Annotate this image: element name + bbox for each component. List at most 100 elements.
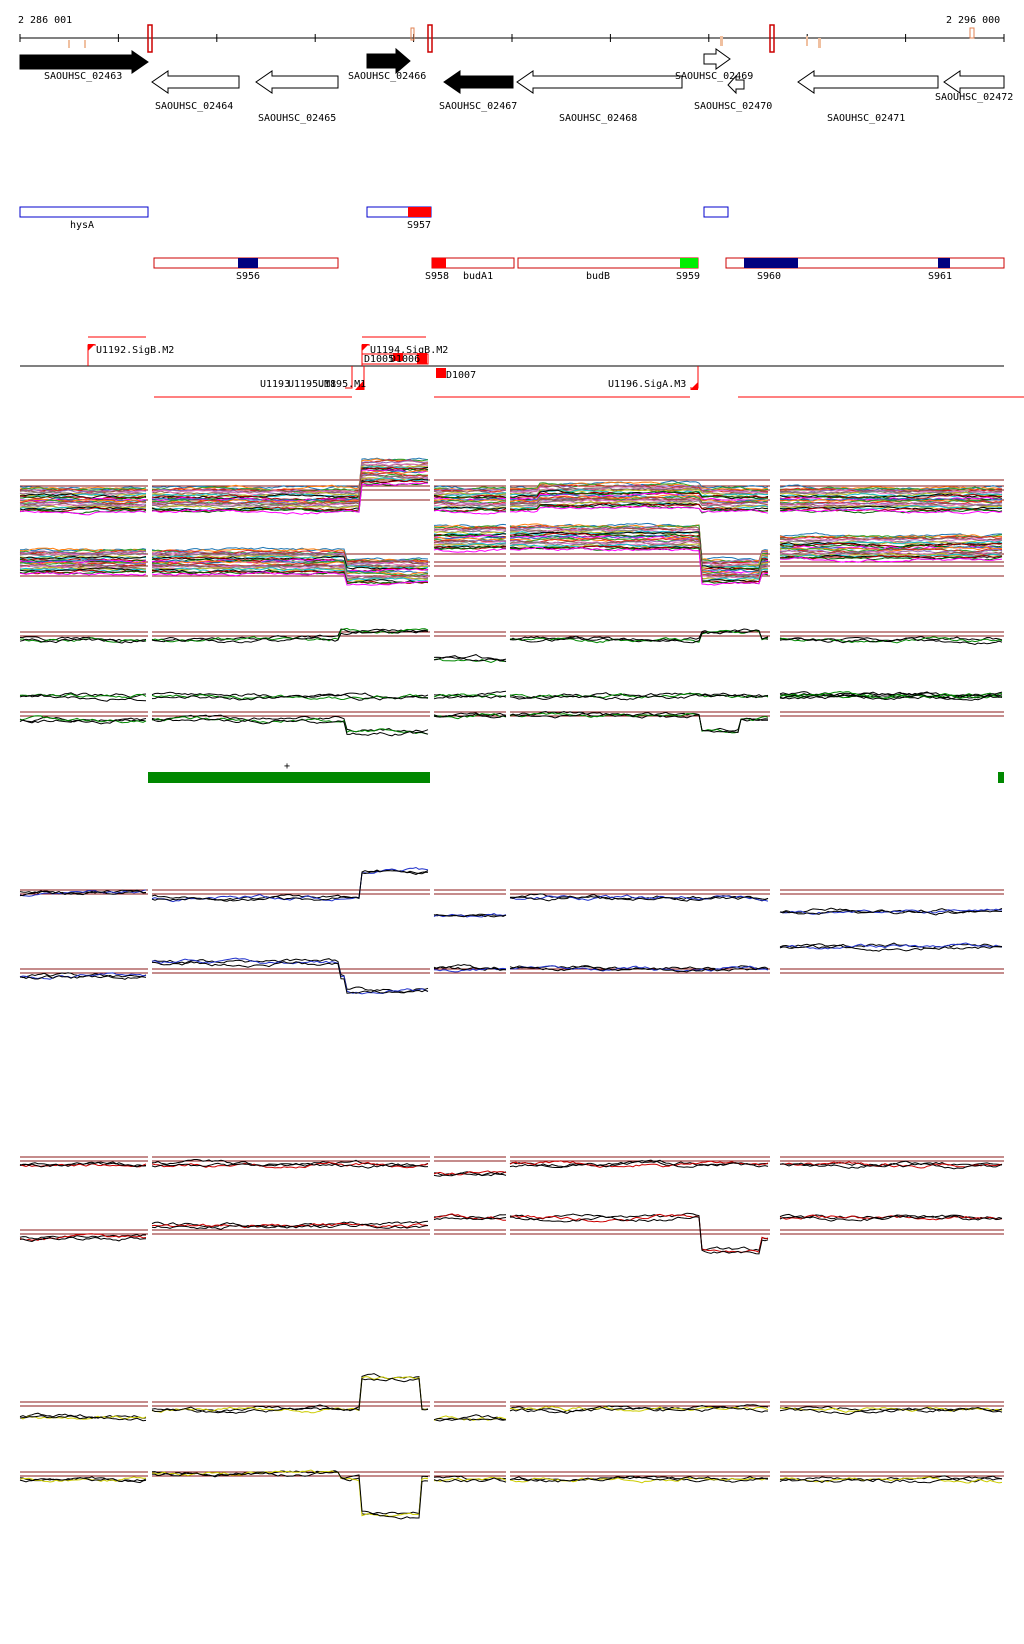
expression-line [19, 1415, 147, 1422]
segment-label: budB [586, 271, 610, 282]
expression-line [509, 1476, 769, 1484]
gene-arrow[interactable] [19, 50, 149, 74]
ruler-marker [969, 27, 975, 39]
expression-line [151, 562, 429, 578]
segment-track-1: hysA S957 [19, 206, 729, 231]
expression-line [433, 1172, 507, 1177]
green-track-lower [19, 691, 1004, 737]
gene-arrow[interactable] [943, 70, 1005, 94]
gene-arrow[interactable] [255, 70, 339, 94]
expression-line [779, 540, 1003, 547]
gene-label: SAOUHSC_02469 [675, 71, 753, 82]
segment-box[interactable] [725, 257, 1005, 269]
expression-line [779, 1215, 1003, 1222]
expression-tracks [19, 457, 1004, 1520]
expression-line [151, 961, 429, 994]
expression-line [19, 488, 147, 493]
expression-line [509, 1159, 769, 1169]
segment-box[interactable] [517, 257, 699, 269]
terminator-label: D1007 [446, 370, 476, 381]
gene-arrow[interactable] [727, 74, 745, 95]
expression-line [433, 656, 507, 663]
gene-label: SAOUHSC_02468 [559, 113, 637, 124]
gene-arrow[interactable] [797, 70, 939, 94]
expression-line [151, 459, 429, 494]
blue-track-lower [19, 942, 1004, 995]
expression-line [510, 1215, 769, 1255]
expression-line [509, 1475, 769, 1483]
expression-line [151, 1377, 429, 1414]
expression-line [151, 1471, 429, 1520]
gene-arrow[interactable] [703, 48, 731, 70]
expression-line [433, 506, 507, 511]
expression-line [19, 571, 147, 576]
promoter-track: U1192.SigB.M2 U1194.SigB.M2 D1005 D1006 … [20, 336, 1024, 398]
expression-line [509, 545, 769, 583]
expression-line [151, 693, 429, 701]
segment-label: budA1 [463, 271, 493, 282]
expression-line [779, 1405, 1003, 1413]
expression-line [433, 548, 507, 553]
expression-line [151, 466, 429, 499]
expression-line [433, 693, 507, 698]
segment-fill [408, 207, 431, 217]
green-track-upper [19, 627, 1004, 664]
expression-line [151, 868, 429, 901]
expression-line [19, 567, 147, 573]
ruler-marker [818, 38, 821, 48]
expression-line [779, 1162, 1003, 1170]
expression-line [151, 1376, 429, 1414]
expression-line [152, 553, 429, 569]
expression-line [151, 630, 429, 644]
expression-line [509, 712, 769, 734]
expression-line [151, 1470, 429, 1515]
promoter-label: U1195.M1 [318, 379, 366, 390]
gene-arrow[interactable] [366, 47, 411, 75]
expression-line [433, 492, 507, 498]
ruler-marker [68, 40, 70, 48]
expression-line [151, 870, 429, 902]
multi-track-upper [19, 457, 1004, 516]
ruler-marker [84, 40, 86, 48]
expression-line [779, 537, 1003, 545]
expression-line [19, 1161, 147, 1168]
expression-line [19, 890, 147, 897]
expression-line [779, 637, 1003, 646]
promoter-label: U1196.SigA.M3 [608, 379, 686, 390]
expression-line [509, 965, 769, 972]
expression-line [433, 539, 507, 544]
expression-line [151, 570, 429, 585]
expression-line [509, 526, 769, 565]
expression-line [433, 1477, 507, 1483]
gene-arrow[interactable] [151, 70, 240, 94]
highlight-region[interactable] [998, 772, 1004, 783]
ruler-marker [147, 24, 153, 53]
coordinate-ruler: 2 286 001 2 296 000 [18, 15, 1005, 53]
segment-fill [680, 258, 698, 268]
expression-line [19, 693, 147, 702]
gene-arrow[interactable] [516, 70, 683, 94]
segment-box[interactable] [19, 206, 149, 218]
gene-arrow[interactable] [443, 70, 514, 94]
expression-line [779, 508, 1003, 515]
expression-line [779, 1214, 1003, 1221]
expression-line [433, 966, 506, 971]
gene-label: SAOUHSC_02467 [439, 101, 517, 112]
ruler-marker [806, 36, 808, 46]
expression-line [151, 554, 429, 569]
expression-line [509, 693, 769, 701]
segment-label: S958 [425, 271, 449, 282]
expression-line [151, 718, 429, 737]
expression-line [779, 693, 1003, 701]
expression-line [509, 541, 769, 580]
marker-label: + [284, 761, 290, 772]
segment-fill [432, 258, 446, 268]
segment-track-2: S956 S958 budA1 budB S959 S960 S961 [153, 257, 1005, 282]
highlight-region[interactable] [148, 772, 430, 783]
expression-line [779, 496, 1003, 503]
expression-line [509, 712, 769, 734]
expression-line [151, 482, 428, 515]
expression-line [779, 507, 1003, 513]
segment-box[interactable] [703, 206, 729, 218]
